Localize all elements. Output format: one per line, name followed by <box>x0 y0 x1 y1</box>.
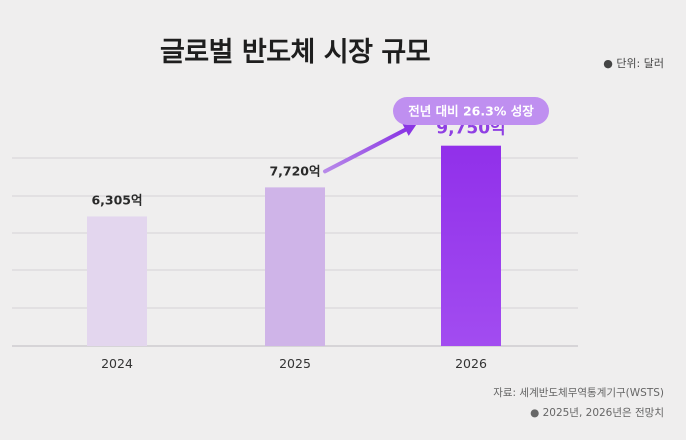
bars <box>87 145 501 346</box>
growth-badge <box>393 97 549 125</box>
growth-arrow <box>323 127 408 174</box>
data-label: 7,720억 <box>269 163 320 178</box>
growth-arrow-head <box>402 123 417 136</box>
bar-2025 <box>265 187 325 346</box>
growth-callout: 전년 대비 26.3% 성장 <box>323 97 549 174</box>
source-note: 자료: 세계반도체무역통계기구(WSTS) <box>493 387 664 399</box>
x-tick-label: 2024 <box>101 356 133 371</box>
unit-note: ● 단위: 달러 <box>603 57 664 70</box>
x-tick-label: 2025 <box>279 356 311 371</box>
forecast-note: ● 2025년, 2026년은 전망치 <box>530 407 664 419</box>
x-tick-label: 2026 <box>455 356 487 371</box>
bar-2026 <box>441 145 501 346</box>
bar-2024 <box>87 216 147 346</box>
chart-title: 글로벌 반도체 시장 규모 <box>159 37 431 68</box>
data-label: 6,305억 <box>91 192 142 207</box>
growth-badge-text: 전년 대비 26.3% 성장 <box>408 104 534 119</box>
